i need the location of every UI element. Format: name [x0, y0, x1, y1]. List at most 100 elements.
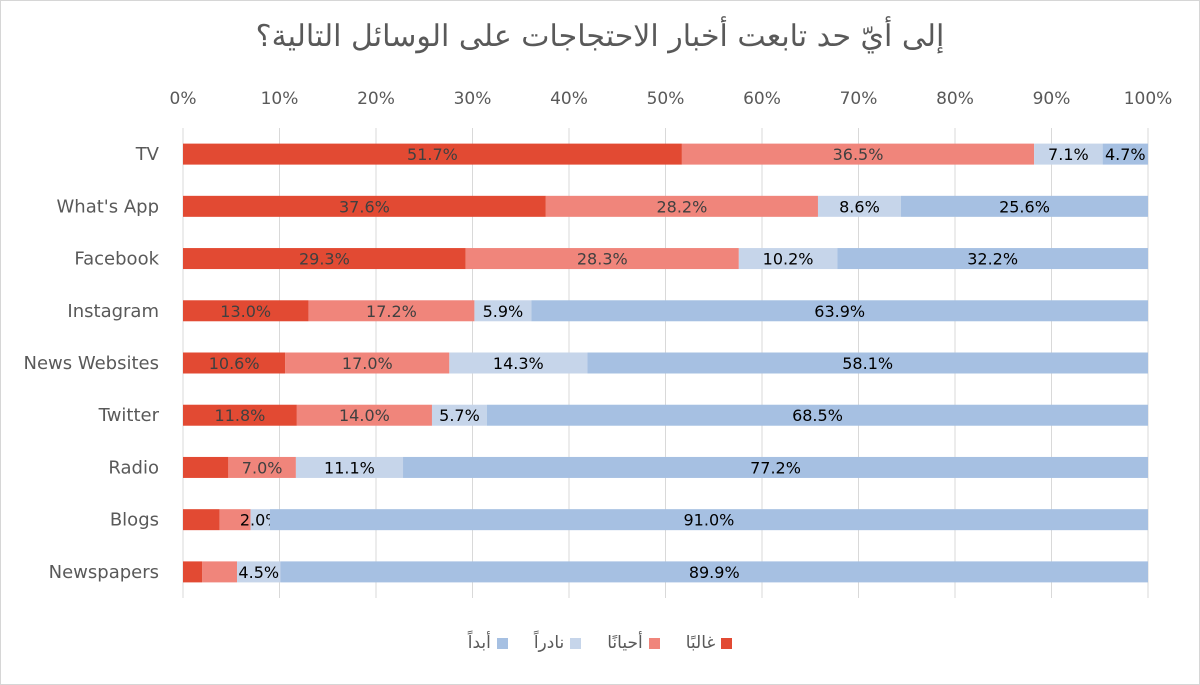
data-label: 17.0% — [342, 354, 393, 373]
category-label: Blogs — [110, 510, 159, 531]
bar-segment — [837, 248, 1148, 270]
legend-item: أبداً — [468, 633, 508, 653]
legend-item: نادراً — [533, 633, 582, 653]
x-tick-label: 80% — [936, 89, 974, 109]
bar-segment — [449, 352, 588, 374]
legend-label: نادراً — [533, 633, 565, 653]
legend-item: أحيانًا — [607, 633, 660, 653]
data-label: 11.8% — [215, 406, 266, 425]
data-label: 7.0% — [242, 458, 283, 477]
bar-segment — [183, 143, 682, 165]
x-tick-label: 90% — [1033, 89, 1071, 109]
data-label: 17.2% — [366, 302, 417, 321]
bar-segment — [403, 456, 1148, 478]
x-tick-label: 50% — [647, 89, 685, 109]
bar-segment — [183, 561, 203, 583]
bar-segment — [183, 300, 309, 322]
category-label: News Websites — [24, 353, 160, 374]
bar-segment — [474, 300, 532, 322]
bar-segment — [681, 143, 1035, 165]
bar-segment — [738, 248, 838, 270]
x-tick-label: 100% — [1124, 89, 1173, 109]
data-label: 63.9% — [814, 302, 865, 321]
data-label: 51.7% — [407, 145, 458, 164]
bar-segment — [183, 195, 546, 217]
legend-swatch — [648, 637, 660, 649]
data-label: 10.2% — [763, 250, 814, 269]
bar-segment — [1102, 143, 1148, 165]
bar-segment — [183, 404, 297, 426]
data-label: 5.9% — [483, 302, 524, 321]
data-label: 25.6% — [999, 197, 1050, 216]
bar-segment — [237, 561, 281, 583]
category-label: Radio — [108, 457, 159, 478]
data-label: 68.5% — [792, 406, 843, 425]
legend-label: غالبًا — [685, 633, 716, 653]
bar-segment — [296, 404, 432, 426]
data-label: 32.2% — [967, 250, 1018, 269]
bar-segment — [465, 248, 739, 270]
legend-swatch — [570, 637, 582, 649]
data-label: 4.7% — [1105, 145, 1146, 164]
bar-segment — [202, 561, 238, 583]
category-label: What's App — [56, 196, 159, 217]
bar-segment — [900, 195, 1148, 217]
bar-segment — [308, 300, 475, 322]
bar-segment — [183, 248, 466, 270]
bar-segment — [431, 404, 487, 426]
x-tick-label: 30% — [454, 89, 492, 109]
data-label: 58.1% — [842, 354, 893, 373]
legend-item: غالبًا — [686, 633, 733, 653]
bar-segment — [183, 509, 220, 531]
bar-segment — [531, 300, 1148, 322]
bar-segment — [183, 456, 229, 478]
legend-label: أبداً — [467, 633, 491, 653]
bar-segment — [285, 352, 450, 374]
data-label: 28.2% — [656, 197, 707, 216]
bar-segment — [1034, 143, 1103, 165]
data-label: 91.0% — [684, 511, 735, 530]
x-tick-label: 40% — [550, 89, 588, 109]
category-label: Instagram — [67, 301, 159, 322]
data-label: 8.6% — [839, 197, 880, 216]
bar-segment — [817, 195, 901, 217]
chart-title: إلى أيّ حد تابعت أخبار الاحتجاجات على ال… — [255, 19, 945, 54]
category-label: Twitter — [98, 405, 160, 426]
bar-segment — [486, 404, 1149, 426]
data-label: 13.0% — [220, 302, 271, 321]
data-label: 11.1% — [324, 458, 375, 477]
bar-segment — [250, 509, 270, 531]
data-label: 28.3% — [577, 250, 628, 269]
bar-segment — [228, 456, 296, 478]
data-label: 14.3% — [493, 354, 544, 373]
bar-segment — [219, 509, 251, 531]
data-label: 37.6% — [339, 197, 390, 216]
data-label: 29.3% — [299, 250, 350, 269]
data-label: 4.5% — [238, 563, 279, 582]
category-label: TV — [135, 144, 160, 165]
data-label: 89.9% — [689, 563, 740, 582]
data-label: 7.1% — [1048, 145, 1089, 164]
data-label: 10.6% — [209, 354, 260, 373]
legend: غالبًا أحيانًا نادراً أبداً — [1, 633, 1199, 653]
bar-segment — [269, 509, 1149, 531]
data-label: 77.2% — [750, 458, 801, 477]
legend-swatch — [721, 637, 733, 649]
category-label: Newspapers — [49, 562, 159, 583]
bar-segment — [183, 352, 286, 374]
bar-segment — [295, 456, 404, 478]
bar-segment — [587, 352, 1148, 374]
data-label: 14.0% — [339, 406, 390, 425]
data-label: 5.7% — [439, 406, 480, 425]
x-tick-label: 10% — [261, 89, 299, 109]
legend-swatch — [496, 637, 508, 649]
x-tick-label: 60% — [743, 89, 781, 109]
x-tick-label: 70% — [840, 89, 878, 109]
bar-segment — [280, 561, 1149, 583]
bar-segment — [545, 195, 818, 217]
x-tick-label: 0% — [170, 89, 197, 109]
data-label: 36.5% — [833, 145, 884, 164]
legend-label: أحيانًا — [607, 633, 643, 653]
